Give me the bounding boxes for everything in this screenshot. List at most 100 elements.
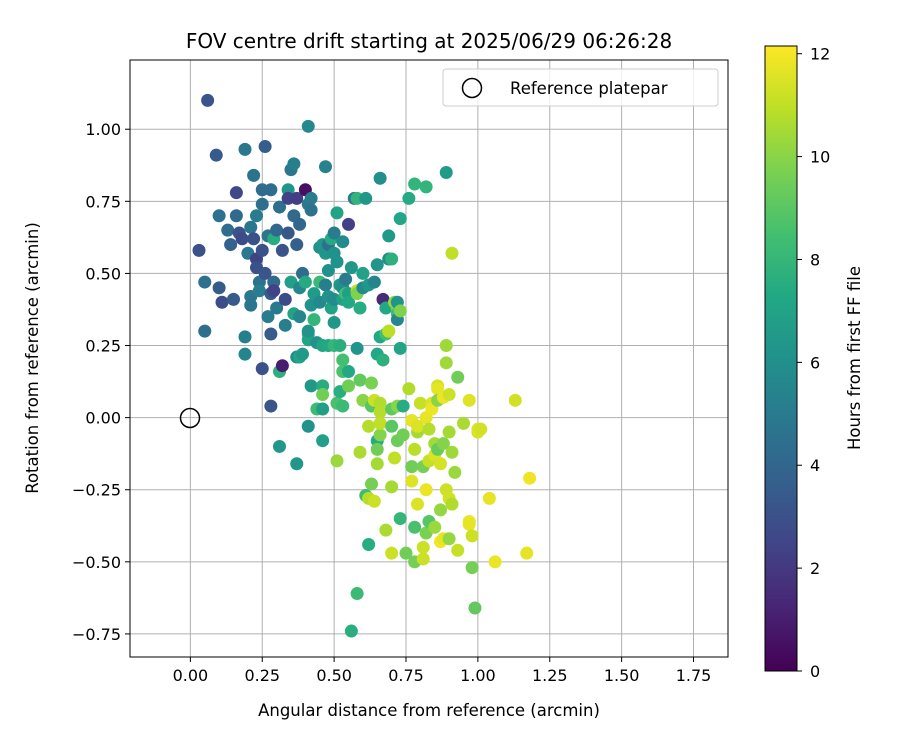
x-tick-label: 0.25 [244, 666, 280, 685]
data-point [255, 197, 269, 211]
data-point [457, 416, 470, 430]
data-point [408, 442, 422, 456]
x-tick-label: 1.00 [460, 666, 496, 685]
data-point [344, 261, 358, 275]
data-point [488, 555, 502, 569]
data-point [382, 324, 396, 338]
data-point [238, 347, 252, 361]
data-point [264, 183, 278, 197]
data-point [229, 186, 243, 200]
data-point [304, 191, 318, 205]
data-point [264, 399, 278, 413]
data-point [330, 454, 344, 468]
data-point [327, 315, 341, 329]
data-point [342, 217, 355, 231]
grid-lines [130, 60, 728, 657]
data-point [298, 275, 312, 289]
data-point [244, 220, 258, 234]
data-point [508, 393, 522, 407]
data-point [439, 339, 453, 353]
data-point [301, 324, 315, 338]
data-point [336, 399, 350, 413]
data-point [316, 434, 330, 448]
data-point [434, 503, 447, 517]
data-point [316, 402, 330, 416]
y-tick-label: −0.25 [72, 481, 121, 500]
data-point [465, 561, 479, 575]
data-point [261, 310, 275, 324]
data-point [422, 422, 436, 436]
colorbar-tick-label: 10 [810, 148, 830, 167]
data-point [212, 209, 226, 223]
colorbar-tick-label: 4 [810, 456, 820, 475]
x-axis-label: Angular distance from reference (arcmin) [258, 701, 600, 720]
data-point [342, 295, 355, 309]
data-point [376, 353, 390, 367]
data-point [255, 243, 269, 257]
data-point [474, 422, 488, 436]
data-point [385, 480, 399, 494]
data-point [405, 460, 419, 474]
data-point [379, 523, 393, 537]
data-point [304, 203, 318, 217]
x-tick-label: 0.00 [173, 666, 209, 685]
data-point [359, 191, 373, 205]
data-point [462, 517, 476, 531]
legend-marker-open-circle [461, 77, 483, 99]
data-point [330, 255, 344, 269]
data-point [419, 180, 433, 194]
data-point [244, 298, 258, 312]
colorbar-tick-label: 0 [810, 662, 820, 681]
data-point [327, 226, 341, 240]
data-point [278, 292, 292, 306]
data-point [275, 243, 289, 257]
data-point [356, 266, 370, 280]
data-point [316, 388, 330, 402]
legend-box [442, 68, 719, 107]
data-point [287, 157, 301, 171]
data-point [290, 191, 304, 205]
data-point [396, 399, 410, 413]
reference-platepar-marker [179, 407, 201, 429]
data-point [330, 206, 344, 220]
data-point [373, 405, 387, 419]
data-point [353, 373, 367, 387]
colorbar-tick-label: 8 [810, 250, 820, 269]
data-point [402, 382, 416, 396]
data-point [362, 538, 376, 552]
data-point [342, 379, 355, 393]
data-point [293, 310, 307, 324]
data-point [339, 272, 353, 286]
data-point [367, 275, 381, 289]
data-point [264, 327, 278, 341]
data-point [408, 520, 422, 534]
data-point [252, 284, 266, 298]
data-point [215, 295, 229, 309]
data-point [273, 439, 286, 453]
data-point [399, 546, 413, 560]
data-point [362, 419, 376, 433]
data-point [221, 223, 235, 237]
data-point [434, 457, 447, 471]
data-point [451, 543, 465, 557]
data-point [270, 223, 284, 237]
data-point [442, 425, 456, 439]
data-point [370, 457, 384, 471]
data-point [336, 235, 350, 249]
data-point [353, 445, 367, 459]
data-points [192, 93, 537, 638]
data-point [382, 229, 396, 243]
data-point [405, 474, 419, 488]
y-tick-label: −0.50 [72, 553, 121, 572]
data-point [373, 171, 387, 185]
data-point [442, 532, 456, 546]
y-tick-label: −0.75 [72, 625, 121, 644]
plot-frame [129, 59, 729, 658]
data-point [212, 281, 226, 295]
x-tick-label: 1.25 [532, 666, 568, 685]
data-point [270, 301, 284, 315]
data-point [333, 339, 347, 353]
data-point [520, 546, 534, 560]
data-point [290, 457, 304, 471]
